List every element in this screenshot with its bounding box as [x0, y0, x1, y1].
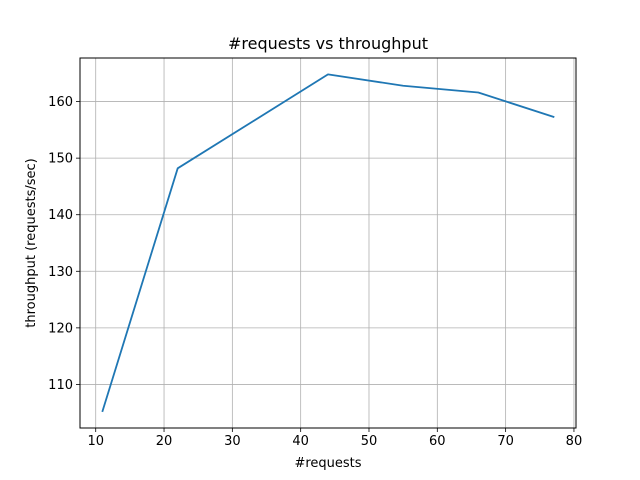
y-tick-label: 110 [48, 378, 73, 393]
y-axis-label: throughput (requests/sec) [24, 158, 39, 327]
x-tick-label: 20 [156, 434, 173, 449]
x-tick-label: 70 [497, 434, 514, 449]
plot-frame [79, 57, 577, 429]
y-tick-label: 140 [48, 208, 73, 223]
x-axis-label: #requests [294, 456, 361, 471]
y-axis-ticks: 110 120 130 140 150 160 [48, 95, 80, 393]
x-tick-label: 30 [224, 434, 241, 449]
x-tick-label: 10 [87, 434, 104, 449]
y-tick-label: 160 [48, 95, 73, 110]
x-axis-ticks: 10 20 30 40 50 60 70 80 [87, 428, 582, 449]
y-tick-label: 120 [48, 321, 73, 336]
series-line [101, 73, 555, 413]
y-tick-label: 130 [48, 265, 73, 280]
x-tick-label: 60 [429, 434, 446, 449]
series-layer [101, 73, 555, 413]
grid [80, 58, 576, 428]
chart-title: #requests vs throughput [228, 34, 428, 53]
x-tick-label: 40 [292, 434, 309, 449]
x-tick-label: 50 [361, 434, 378, 449]
y-tick-label: 150 [48, 152, 73, 167]
x-tick-label: 80 [566, 434, 583, 449]
